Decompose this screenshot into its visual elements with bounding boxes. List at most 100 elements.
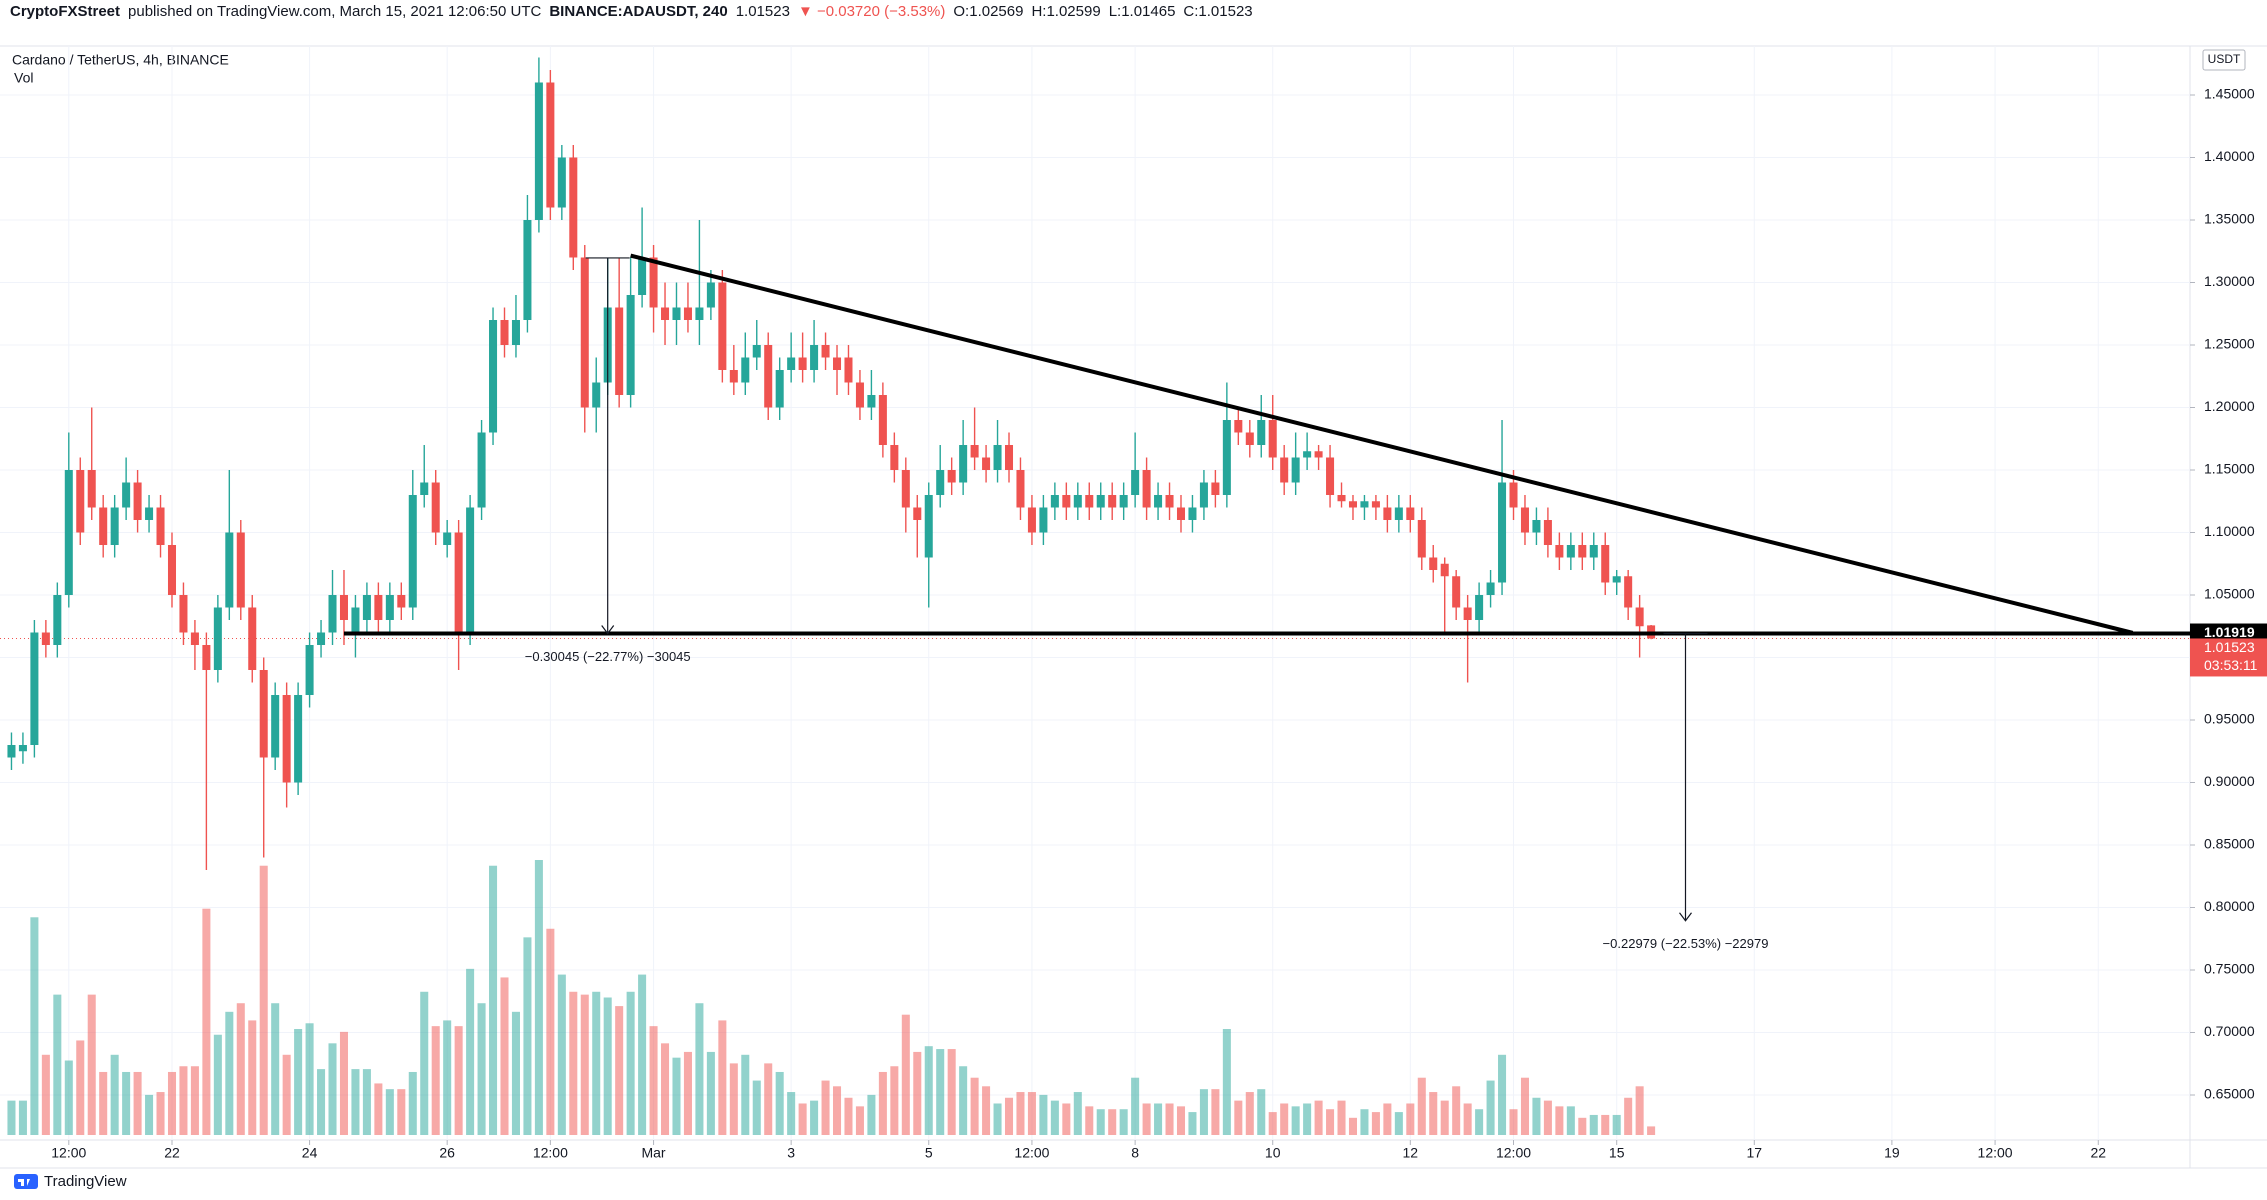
candle-body: [729, 370, 738, 383]
candle-body: [1096, 495, 1105, 508]
volume-bar: [466, 968, 475, 1135]
candle-body: [1348, 501, 1357, 508]
candle-body: [1406, 507, 1415, 520]
close: C:1.01523: [1183, 3, 1253, 20]
volume-bar: [683, 1051, 692, 1135]
candle-body: [1417, 520, 1426, 558]
volume-bar: [202, 908, 211, 1135]
candle-body: [924, 495, 933, 558]
candle-body: [833, 357, 842, 370]
candle-body: [1394, 507, 1403, 520]
candle-body: [878, 395, 887, 445]
candle-body: [867, 395, 876, 408]
volume-bar: [18, 1100, 27, 1135]
volume-bar: [397, 1089, 406, 1135]
candle-body: [190, 632, 199, 645]
y-tick-label: 0.70000: [2204, 1023, 2255, 1039]
volume-bar: [1176, 1106, 1186, 1135]
candle-body: [145, 507, 154, 520]
candle-body: [1337, 495, 1346, 502]
volume-bar: [1199, 1089, 1208, 1135]
volume-bar: [454, 1026, 463, 1135]
volume-bar: [167, 1071, 177, 1135]
volume-bar: [294, 1029, 303, 1135]
candle-body: [1050, 495, 1059, 508]
candle-body: [1612, 576, 1621, 583]
y-tick-label: 1.10000: [2204, 523, 2255, 539]
candle-body: [1165, 495, 1174, 508]
y-tick-label: 1.30000: [2204, 273, 2255, 289]
candle-body: [1039, 507, 1048, 533]
volume-bar: [752, 1080, 761, 1135]
volume-bar: [810, 1100, 819, 1135]
y-tick-label: 0.65000: [2204, 1086, 2255, 1102]
volume-bar: [1245, 1092, 1254, 1135]
volume-bar: [145, 1094, 154, 1135]
volume-bar: [603, 997, 612, 1135]
volume-bar: [1589, 1114, 1598, 1135]
candle-body: [718, 282, 727, 370]
candle-body: [1108, 495, 1117, 508]
volume-bar: [1463, 1103, 1472, 1135]
candle-body: [259, 670, 268, 758]
measure-label: −0.30045 (−22.77%) −30045: [525, 649, 691, 664]
candle-body: [408, 495, 417, 608]
volume-bar: [764, 1063, 773, 1135]
volume-bar: [1268, 1112, 1277, 1135]
candle-body: [1280, 457, 1289, 483]
volume-bar: [122, 1071, 131, 1135]
candle-body: [1589, 545, 1598, 558]
candle-body: [443, 532, 452, 545]
candle-body: [477, 432, 486, 508]
candle-body: [30, 632, 39, 745]
currency-box: [2202, 49, 2246, 71]
volume-bar: [580, 994, 589, 1135]
candle-body: [683, 307, 692, 320]
candle-body: [1176, 507, 1186, 520]
price: 1.01523: [735, 3, 790, 20]
candle-body: [248, 607, 257, 670]
candle-body: [1578, 545, 1587, 558]
volume-bar: [787, 1092, 796, 1135]
x-tick-label: 19: [1884, 1145, 1900, 1161]
candle-body: [1245, 432, 1254, 445]
candle-body: [1429, 557, 1438, 570]
volume-bar: [1486, 1080, 1495, 1135]
volume-bar: [1360, 1109, 1369, 1135]
y-tick-label: 1.45000: [2204, 86, 2255, 102]
volume-bar: [317, 1069, 326, 1135]
candle-body: [225, 532, 234, 608]
volume-bar: [546, 928, 555, 1135]
volume-bar: [179, 1066, 188, 1135]
volume-bar: [1085, 1106, 1094, 1135]
volume-bar: [385, 1089, 394, 1135]
volume-bar: [1566, 1106, 1575, 1135]
volume-bar: [993, 1103, 1002, 1135]
volume-bar: [443, 1020, 452, 1135]
x-tick-label: 8: [1131, 1145, 1139, 1161]
volume-bar: [1440, 1100, 1449, 1135]
volume-bar: [1073, 1092, 1082, 1135]
volume-bar: [7, 1100, 16, 1135]
volume-bar: [1337, 1100, 1346, 1135]
x-tick-label: 24: [302, 1145, 318, 1161]
volume-bar: [1520, 1077, 1529, 1135]
candle-body: [133, 482, 142, 520]
candle-body: [339, 595, 348, 620]
grid: [0, 46, 2190, 1140]
volume-bar: [798, 1103, 807, 1135]
volume-bar: [638, 974, 647, 1135]
candle-body: [1234, 420, 1243, 433]
candle-body: [317, 632, 326, 645]
volume-bar: [959, 1066, 968, 1135]
volume-bar: [1326, 1109, 1335, 1135]
candle-body: [1635, 607, 1644, 627]
volume-bar: [775, 1071, 784, 1135]
candle-body: [294, 695, 303, 783]
volume-bar: [1498, 1054, 1507, 1135]
candle-body: [87, 470, 96, 508]
candle-body: [53, 595, 62, 645]
x-tick-label: 22: [2090, 1145, 2106, 1161]
volume-bar: [1188, 1112, 1197, 1135]
candle-body: [236, 532, 245, 608]
